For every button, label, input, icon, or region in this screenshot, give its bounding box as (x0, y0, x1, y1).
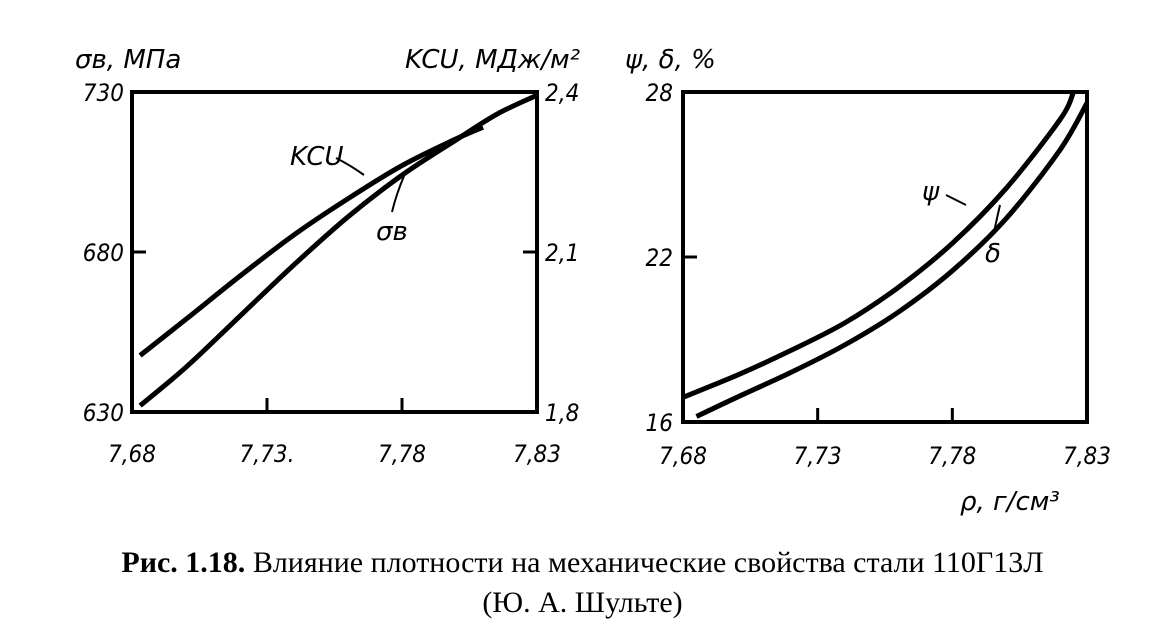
figure-number: Рис. 1.18. (121, 546, 246, 579)
series-label-delta: δ (985, 239, 1001, 269)
x-tick-label-left: 7,83 (513, 440, 561, 468)
series-line-sigma (138, 92, 539, 408)
chart-left: 7,68 7,73. 7,78 7,83 730 680 630 2,4 2,1 1,8 σв, … (75, 45, 580, 468)
leader-delta (993, 204, 1001, 233)
x-tick-label-left: 7,73. (240, 440, 295, 468)
y-axis-title: ψ, δ, % (625, 45, 716, 75)
leader-sigma (391, 175, 405, 213)
series-label-psi: ψ (922, 177, 940, 207)
y-tick-label-right: 1,8 (545, 399, 579, 427)
x-tick-label-right-chart: 7,73 (794, 442, 842, 470)
y-tick-label-left: 730 (83, 79, 124, 107)
x-tick-label-right-chart: 7,78 (928, 442, 976, 470)
leader-psi (945, 194, 967, 206)
x-tick-label-right-chart: 7,68 (659, 442, 707, 470)
series-line-psi (682, 90, 1076, 400)
y-tick-label-right-chart: 28 (646, 79, 673, 107)
caption-line-2: (Ю. А. Шульте) (0, 585, 1165, 621)
figure-svg: 7,68 7,73. 7,78 7,83 730 680 630 2,4 2,1 1,8 σв, … (75, 45, 1111, 517)
x-axis-title: ρ, г/см³ (960, 487, 1060, 517)
caption-text-1: Влияние плотности на механические свойст… (252, 546, 1044, 579)
y-axis-title-right: KCU, МДж/м² (405, 45, 580, 75)
x-tick-label-left: 7,68 (108, 440, 156, 468)
series-label-sigma: σв (376, 217, 408, 247)
y-tick-label-right-chart: 22 (646, 244, 673, 272)
x-tick-label-right-chart: 7,83 (1063, 442, 1111, 470)
caption-line-1: Рис. 1.18. Влияние плотности на механиче… (0, 545, 1165, 581)
caption-text-2: (Ю. А. Шульте) (482, 586, 683, 619)
y-tick-label-right: 2,4 (545, 79, 579, 107)
y-tick-label-right-chart: 16 (646, 409, 673, 437)
y-tick-label-left: 630 (83, 399, 124, 427)
y-axis-title-left: σв, МПа (75, 45, 181, 75)
x-tick-label-left: 7,78 (378, 440, 426, 468)
y-tick-label-right: 2,1 (545, 239, 579, 267)
y-tick-label-left: 680 (83, 239, 124, 267)
leader-kcu (335, 157, 365, 176)
series-line-delta (695, 101, 1090, 419)
series-label-kcu: KCU (290, 142, 344, 172)
